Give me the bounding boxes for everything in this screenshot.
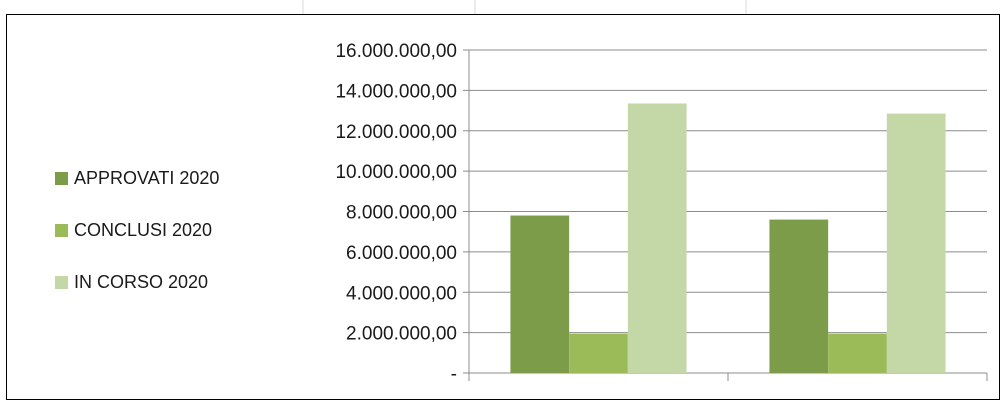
bar-in-corso-2020-1 xyxy=(627,103,687,373)
y-tick-label: 8.000.000,00 xyxy=(346,203,457,224)
legend-swatch-in-corso xyxy=(55,275,68,289)
legend-swatch-approvati xyxy=(55,171,68,185)
spreadsheet-gridlines xyxy=(302,0,747,14)
y-tick-label: 4.000.000,00 xyxy=(346,283,457,304)
legend-label-conclusi: CONCLUSI 2020 xyxy=(74,219,213,240)
y-tick-label: 14.000.000,00 xyxy=(335,81,457,102)
plot-area: - 2.000.000,00 4.000.000,00 6.000.000,00 8.0… xyxy=(335,41,988,385)
y-tick-label: 6.000.000,00 xyxy=(346,243,457,264)
chart-legend: APPROVATI 2020 CONCLUSI 2020 IN CORSO 20… xyxy=(55,165,219,321)
chart-area: APPROVATI 2020 CONCLUSI 2020 IN CORSO 20… xyxy=(6,14,1000,400)
y-tick-label: 2.000.000,00 xyxy=(346,324,457,345)
legend-label-in-corso: IN CORSO 2020 xyxy=(74,271,209,292)
legend-label-approvati: APPROVATI 2020 xyxy=(74,167,220,188)
bar-approvati-2020-2 xyxy=(769,219,829,373)
y-tick-label: - xyxy=(451,364,457,385)
legend-item-in-corso: IN CORSO 2020 xyxy=(55,269,219,295)
bar-conclusi-2020-1 xyxy=(569,333,628,373)
legend-item-conclusi: CONCLUSI 2020 xyxy=(55,217,219,243)
legend-swatch-conclusi xyxy=(55,223,68,237)
bar-conclusi-2020-2 xyxy=(828,333,887,373)
bar-in-corso-2020-2 xyxy=(886,113,946,373)
y-tick-label: 16.000.000,00 xyxy=(335,41,457,62)
legend-item-approvati: APPROVATI 2020 xyxy=(55,165,219,191)
y-tick-label: 12.000.000,00 xyxy=(335,122,457,143)
y-tick-label: 10.000.000,00 xyxy=(335,162,457,183)
bar-approvati-2020-1 xyxy=(510,215,570,373)
